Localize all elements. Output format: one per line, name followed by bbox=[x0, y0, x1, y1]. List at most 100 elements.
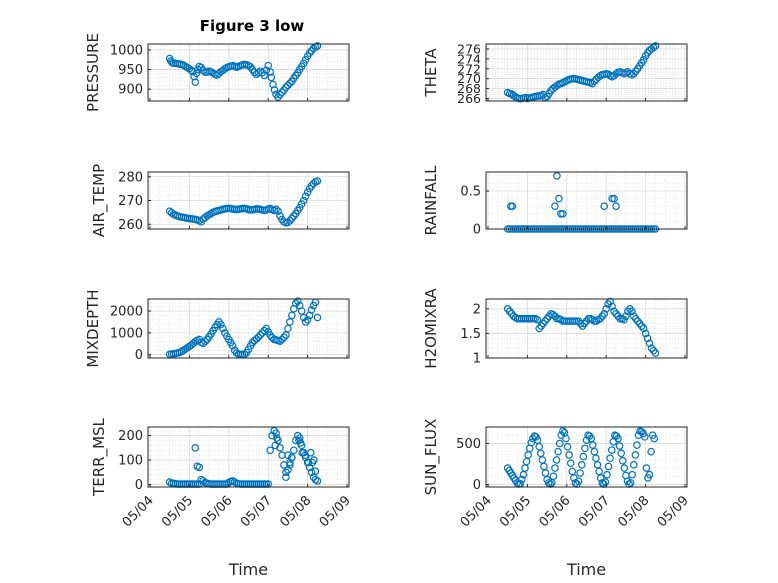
data-point bbox=[651, 349, 660, 357]
x-tick-label: 05/05 bbox=[159, 493, 196, 530]
x-axis-label: Time bbox=[566, 560, 606, 579]
y-tick-label: 200 bbox=[118, 429, 143, 444]
data-point bbox=[553, 81, 561, 90]
mixdepth-panel: 0 1000 2000 MIXDEPTH bbox=[84, 289, 350, 368]
data-point bbox=[268, 333, 276, 342]
data-point bbox=[633, 441, 641, 449]
data-point bbox=[508, 202, 517, 211]
data-point bbox=[282, 331, 290, 339]
data-point bbox=[647, 447, 655, 456]
data-point bbox=[554, 447, 562, 456]
data-point bbox=[551, 464, 559, 472]
y-tick-label: 0 bbox=[473, 478, 481, 493]
y-tick-label: 266 bbox=[457, 91, 481, 106]
data-point bbox=[608, 302, 616, 311]
data-point bbox=[262, 66, 271, 75]
data-point bbox=[601, 478, 610, 486]
data-point bbox=[272, 429, 280, 437]
data-point bbox=[639, 56, 648, 64]
data-point bbox=[291, 299, 300, 308]
data-point bbox=[639, 324, 648, 333]
y-axis-label: PRESSURE bbox=[84, 33, 102, 112]
data-point bbox=[252, 335, 261, 343]
data-point bbox=[606, 454, 614, 463]
x-axis-label: Time bbox=[228, 560, 268, 579]
data-point bbox=[606, 297, 614, 306]
axes-box bbox=[485, 298, 688, 359]
data-point bbox=[610, 194, 618, 203]
data-point bbox=[217, 320, 225, 329]
data-point bbox=[284, 81, 292, 90]
data-point bbox=[598, 479, 607, 487]
data-point bbox=[288, 311, 296, 320]
data-point bbox=[284, 324, 292, 333]
data-point bbox=[307, 468, 316, 477]
data-point bbox=[641, 433, 649, 441]
data-point bbox=[254, 333, 263, 342]
y-tick-label: 100 bbox=[118, 454, 143, 469]
x-tick-label: 05/06 bbox=[537, 493, 574, 530]
data-point bbox=[620, 464, 629, 472]
data-point bbox=[650, 434, 659, 443]
data-point bbox=[282, 473, 290, 482]
data-point bbox=[629, 461, 638, 469]
x-tick-label: 05/05 bbox=[497, 493, 534, 530]
data-point bbox=[518, 475, 526, 484]
data-point bbox=[622, 312, 630, 321]
data-point bbox=[581, 444, 589, 453]
data-point bbox=[309, 179, 318, 188]
rainfall-panel: 0 0.5 RAINFALL bbox=[422, 165, 688, 238]
data-point bbox=[219, 324, 227, 333]
air-temp-panel: 260 270 280 AIR_TEMP bbox=[90, 164, 350, 237]
data-point bbox=[555, 194, 563, 203]
data-point bbox=[299, 196, 308, 205]
y-axis-label: THETA bbox=[422, 48, 440, 98]
data-point bbox=[191, 78, 200, 86]
x-tick-label: 05/07 bbox=[576, 493, 613, 530]
x-tick-label: 05/04 bbox=[458, 493, 495, 530]
data-point bbox=[566, 459, 575, 467]
data-point bbox=[603, 470, 611, 479]
data-point bbox=[555, 439, 564, 448]
x-tick-label: 05/09 bbox=[655, 493, 692, 530]
data-point bbox=[280, 333, 288, 342]
y-tick-label: 500 bbox=[456, 437, 481, 452]
sun-flux-panel: 0 500 05/04 05/05 05/06 05/07 05/08 05/09 SUN_FL… bbox=[422, 419, 692, 579]
y-axis-label: RAINFALL bbox=[422, 165, 440, 236]
y-tick-label: 1000 bbox=[110, 43, 143, 58]
y-tick-label: 270 bbox=[118, 194, 143, 209]
y-tick-label: 0 bbox=[473, 223, 481, 238]
axes-box bbox=[485, 43, 688, 102]
data-point bbox=[260, 326, 269, 335]
data-point bbox=[527, 438, 536, 447]
data-point bbox=[274, 207, 282, 215]
data-point bbox=[290, 446, 298, 455]
data-point bbox=[643, 334, 652, 343]
data-point bbox=[311, 467, 320, 475]
data-point bbox=[577, 461, 586, 469]
data-point bbox=[579, 452, 588, 461]
data-point bbox=[641, 329, 650, 338]
data-point bbox=[313, 313, 322, 322]
data-point bbox=[562, 434, 570, 443]
y-tick-label: 0 bbox=[135, 348, 143, 363]
axes-box bbox=[147, 43, 350, 102]
y-tick-label: 950 bbox=[118, 63, 143, 78]
x-tick-label: 05/08 bbox=[277, 493, 314, 530]
data-point bbox=[628, 307, 636, 316]
data-point bbox=[594, 73, 603, 82]
x-tick-label: 05/09 bbox=[317, 493, 354, 530]
data-point bbox=[228, 342, 237, 350]
data-point bbox=[313, 42, 322, 50]
data-point bbox=[559, 210, 567, 218]
data-point bbox=[617, 449, 625, 458]
data-point bbox=[306, 448, 315, 457]
data-point bbox=[240, 350, 249, 359]
data-point bbox=[260, 71, 269, 80]
data-point bbox=[313, 477, 322, 485]
data-point bbox=[565, 451, 573, 459]
data-point bbox=[191, 444, 200, 452]
data-point bbox=[307, 181, 316, 190]
y-tick-label: 2000 bbox=[110, 305, 143, 320]
y-tick-label: 270 bbox=[457, 71, 481, 86]
